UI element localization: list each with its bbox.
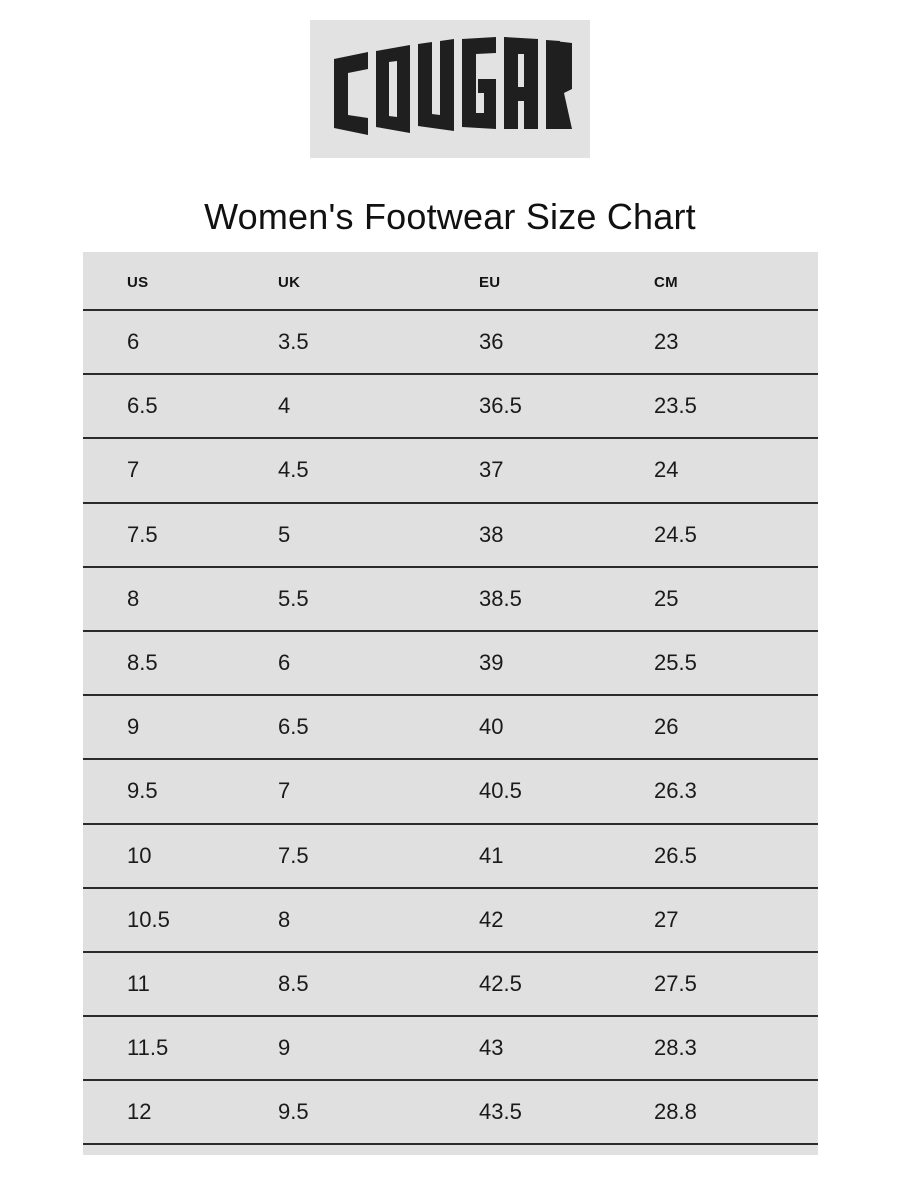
table-row: 8 5.5 38.5 25 — [83, 566, 818, 632]
cell-cm: 26.3 — [654, 759, 818, 825]
cell-us: 10 — [83, 823, 278, 889]
cell-uk: 8 — [278, 887, 479, 953]
cell-eu: 42 — [479, 887, 654, 953]
cell-eu: 40.5 — [479, 759, 654, 825]
cell-cm: 26 — [654, 695, 818, 761]
table-row: 10.5 8 42 27 — [83, 887, 818, 953]
cell-uk: 7.5 — [278, 823, 479, 889]
column-header-us: US — [83, 252, 278, 311]
table-row: 10 7.5 41 26.5 — [83, 823, 818, 889]
cell-cm: 24 — [654, 438, 818, 504]
cell-eu: 38.5 — [479, 566, 654, 632]
column-header-uk: UK — [278, 252, 479, 311]
cell-uk: 9.5 — [278, 1080, 479, 1146]
cell-us: 10.5 — [83, 887, 278, 953]
cell-eu: 38 — [479, 502, 654, 568]
cell-cm: 23 — [654, 310, 818, 376]
cell-cm: 23.5 — [654, 374, 818, 440]
table-row: 7.5 5 38 24.5 — [83, 502, 818, 568]
cell-us: 8 — [83, 566, 278, 632]
cell-cm: 28.8 — [654, 1080, 818, 1146]
cell-uk: 4.5 — [278, 438, 479, 504]
table-row: 12 9.5 43.5 28.8 — [83, 1080, 818, 1146]
cell-uk: 6.5 — [278, 695, 479, 761]
cell-cm: 27.5 — [654, 951, 818, 1018]
cell-eu: 37 — [479, 438, 654, 504]
cell-eu: 36.5 — [479, 374, 654, 440]
page-title: Women's Footwear Size Chart — [204, 196, 696, 238]
cell-eu: 42.5 — [479, 951, 654, 1018]
cell-cm: 25.5 — [654, 630, 818, 697]
cell-us: 7.5 — [83, 502, 278, 568]
cell-eu: 39 — [479, 630, 654, 697]
cell-cm: 26.5 — [654, 823, 818, 889]
cell-us: 11 — [83, 951, 278, 1018]
table-row: 7 4.5 37 24 — [83, 438, 818, 504]
cell-us: 11.5 — [83, 1016, 278, 1082]
table-row: 8.5 6 39 25.5 — [83, 630, 818, 697]
cougar-wordmark-icon — [334, 37, 572, 135]
column-header-cm: CM — [654, 252, 818, 311]
table-row: 6.5 4 36.5 23.5 — [83, 374, 818, 440]
cell-uk: 7 — [278, 759, 479, 825]
cell-us: 7 — [83, 438, 278, 504]
cell-eu: 41 — [479, 823, 654, 889]
table-header-row: US UK EU CM — [83, 252, 818, 311]
cell-us: 9 — [83, 695, 278, 761]
table-row: 9.5 7 40.5 26.3 — [83, 759, 818, 825]
cell-cm: 25 — [654, 566, 818, 632]
cell-uk: 9 — [278, 1016, 479, 1082]
cell-eu: 40 — [479, 695, 654, 761]
cell-uk: 8.5 — [278, 951, 479, 1018]
size-chart-panel: US UK EU CM 6 3.5 36 23 6.5 4 36.5 23.5 … — [83, 252, 818, 1156]
table-row: 9 6.5 40 26 — [83, 695, 818, 761]
cell-eu: 43.5 — [479, 1080, 654, 1146]
cell-us: 12 — [83, 1080, 278, 1146]
cell-uk: 4 — [278, 374, 479, 440]
cell-cm: 28.3 — [654, 1016, 818, 1082]
cell-uk: 5.5 — [278, 566, 479, 632]
cell-us: 6.5 — [83, 374, 278, 440]
cell-uk: 6 — [278, 630, 479, 697]
table-row: 6 3.5 36 23 — [83, 310, 818, 376]
cell-cm: 24.5 — [654, 502, 818, 568]
cell-us: 8.5 — [83, 630, 278, 697]
cell-uk: 3.5 — [278, 310, 479, 376]
cell-eu: 43 — [479, 1016, 654, 1082]
table-header: US UK EU CM — [83, 252, 818, 311]
brand-logo: COUGAR — [310, 20, 590, 158]
table-body: 6 3.5 36 23 6.5 4 36.5 23.5 7 4.5 37 24 … — [83, 310, 818, 1146]
size-chart-table: US UK EU CM 6 3.5 36 23 6.5 4 36.5 23.5 … — [83, 252, 818, 1146]
cell-uk: 5 — [278, 502, 479, 568]
cell-us: 9.5 — [83, 759, 278, 825]
column-header-eu: EU — [479, 252, 654, 311]
cell-cm: 27 — [654, 887, 818, 953]
cell-us: 6 — [83, 310, 278, 376]
cell-eu: 36 — [479, 310, 654, 376]
table-row: 11 8.5 42.5 27.5 — [83, 951, 818, 1018]
table-row: 11.5 9 43 28.3 — [83, 1016, 818, 1082]
